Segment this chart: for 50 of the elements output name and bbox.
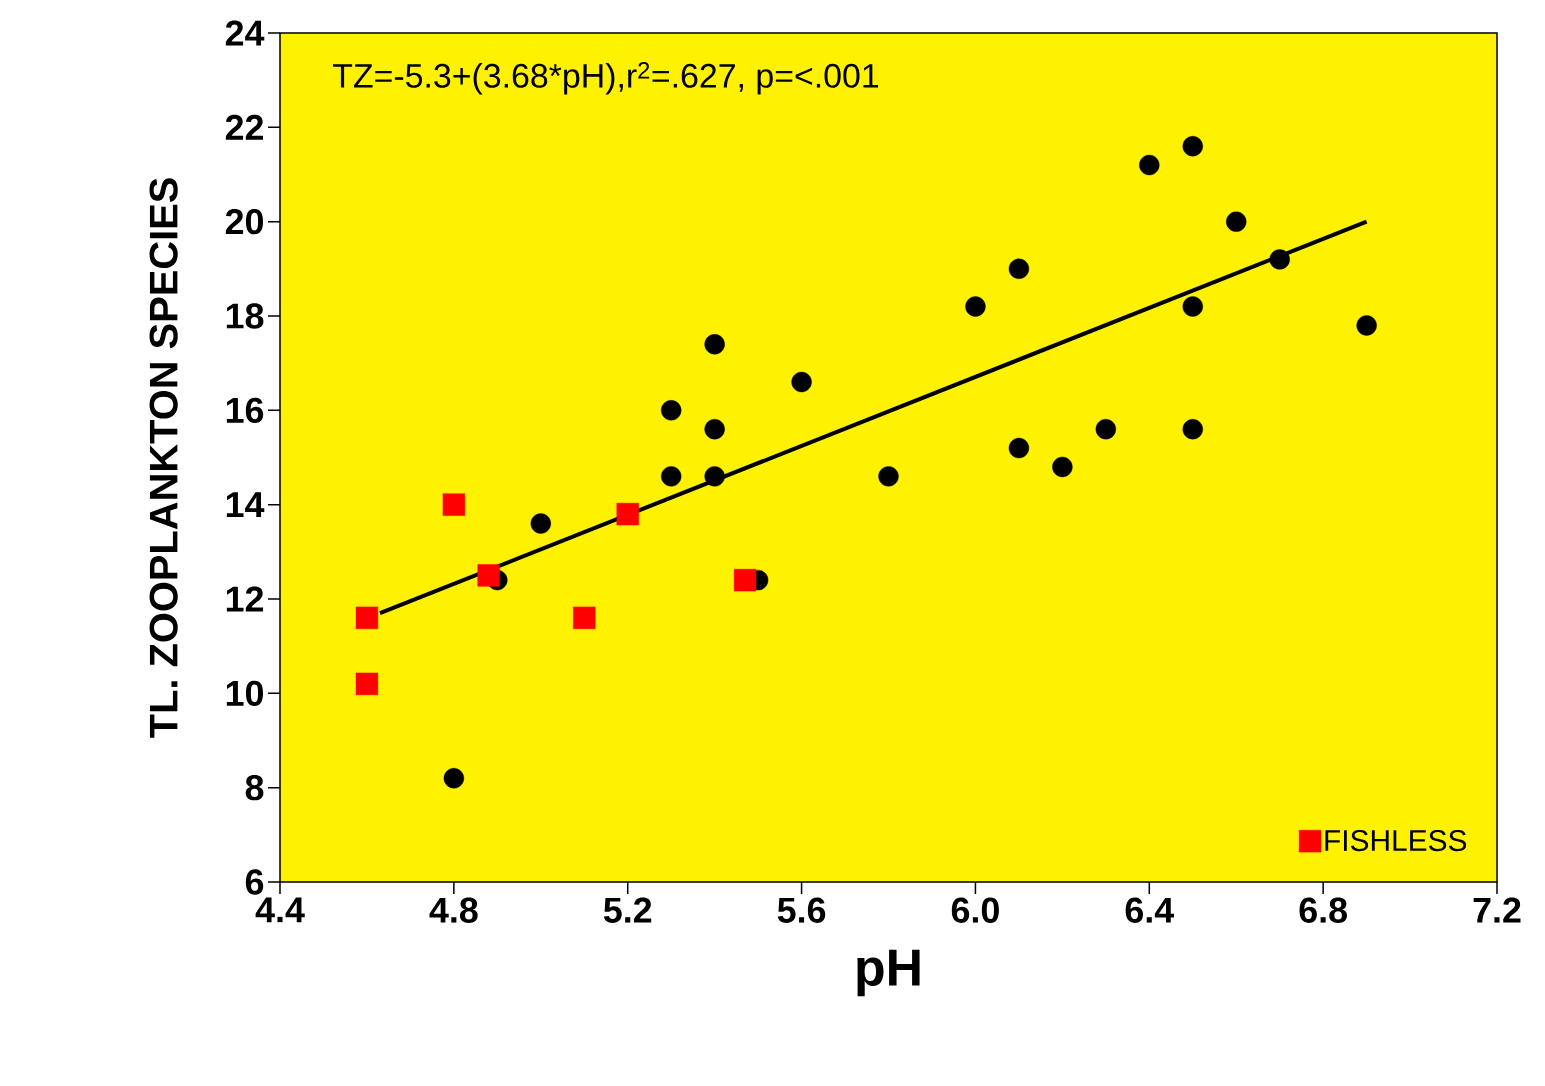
y-tick-label: 18 bbox=[226, 303, 264, 329]
point bbox=[1226, 211, 1247, 232]
point bbox=[477, 564, 500, 587]
x-tick-label: 6.8 bbox=[1299, 897, 1347, 923]
point bbox=[442, 493, 466, 516]
x-tick-label: 4.8 bbox=[429, 897, 478, 923]
y-tick-label: 8 bbox=[245, 774, 264, 801]
point bbox=[355, 672, 379, 696]
point bbox=[661, 466, 682, 487]
point bbox=[733, 568, 757, 592]
point bbox=[1008, 437, 1030, 459]
legend-label: FISHLESS bbox=[1325, 829, 1467, 852]
point bbox=[1008, 258, 1030, 279]
point bbox=[704, 466, 725, 487]
point bbox=[1356, 315, 1377, 336]
annotation: TZ=-5.3+(3.68*pH),r$^{2}$=.627, p=<.001 bbox=[332, 61, 879, 95]
point bbox=[1182, 136, 1203, 157]
x-tick-label: 5.2 bbox=[603, 897, 652, 923]
point bbox=[1095, 419, 1116, 440]
point bbox=[1052, 456, 1073, 478]
point bbox=[1269, 249, 1290, 270]
x-tick-label: 6.0 bbox=[951, 897, 999, 923]
y-tick-label: 24 bbox=[225, 20, 265, 46]
x-tick-label: 6.4 bbox=[1125, 897, 1175, 923]
point bbox=[878, 466, 899, 487]
x-axis-title: pH bbox=[857, 949, 920, 997]
point bbox=[661, 400, 682, 421]
y-tick-label: 14 bbox=[226, 492, 265, 517]
x-tick-label: 5.6 bbox=[777, 897, 826, 923]
y-tick-label: 16 bbox=[226, 397, 264, 424]
point bbox=[791, 371, 812, 393]
x-tick-label: 4.4 bbox=[255, 897, 305, 923]
point bbox=[355, 606, 379, 630]
point bbox=[704, 419, 725, 440]
point bbox=[530, 513, 551, 534]
y-tick-label: 10 bbox=[226, 680, 263, 707]
y-tick-label: 22 bbox=[225, 114, 264, 140]
point bbox=[616, 502, 639, 526]
point bbox=[965, 296, 986, 317]
point bbox=[1139, 154, 1160, 176]
y-axis-title: TL. ZOOPLANKTON SPECIES bbox=[149, 178, 178, 738]
x-tick-label: 7.2 bbox=[1473, 897, 1521, 923]
y-tick-label: 6 bbox=[245, 869, 264, 895]
point bbox=[1182, 296, 1203, 317]
y-tick-label: 20 bbox=[225, 208, 263, 235]
y-tick-label: 12 bbox=[226, 586, 264, 612]
point bbox=[443, 768, 465, 789]
point bbox=[573, 606, 596, 630]
point bbox=[1182, 419, 1203, 440]
point bbox=[704, 334, 725, 355]
